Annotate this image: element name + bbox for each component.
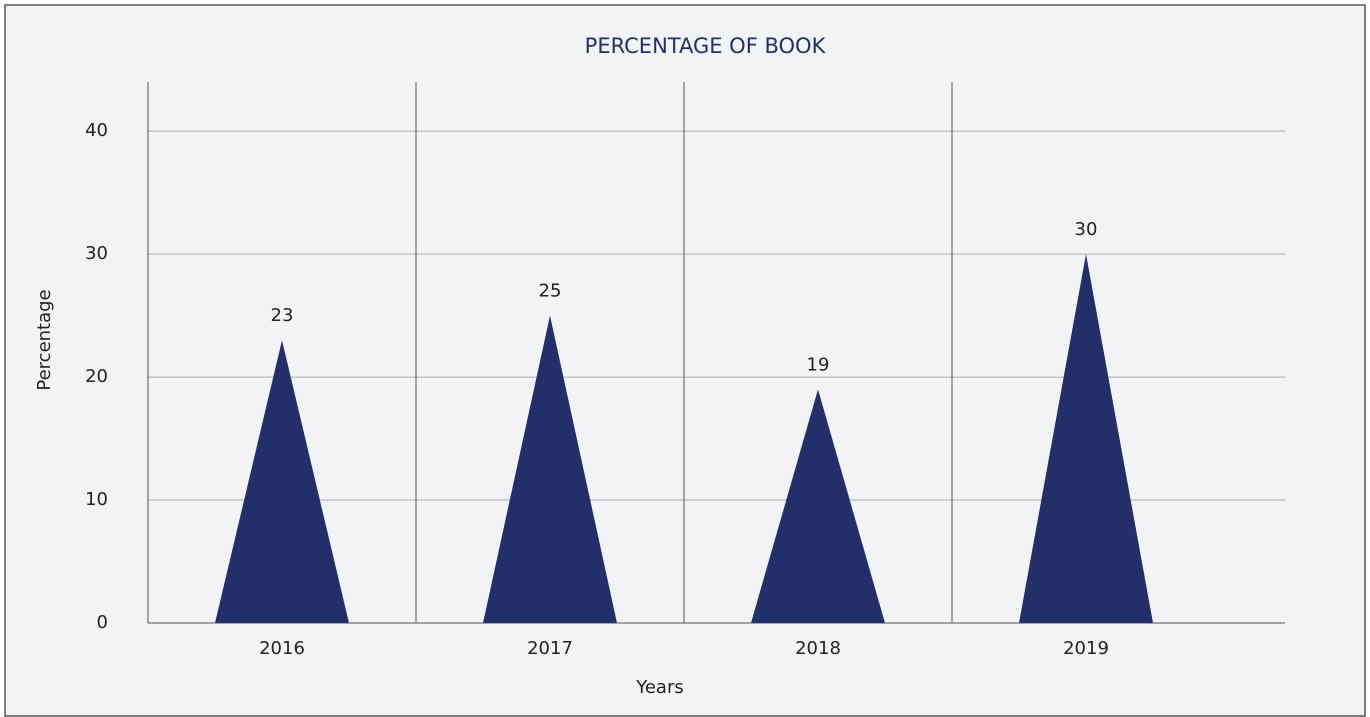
y-tick-label: 40 [85,120,108,141]
bar [215,340,349,623]
y-tick-label: 0 [97,612,108,633]
y-tick-label: 20 [85,366,108,387]
y-tick-label: 30 [85,243,108,264]
data-label: 19 [807,354,830,375]
y-axis-label: Percentage [34,289,55,390]
data-label: 30 [1075,219,1098,240]
x-tick-label: 2019 [1063,638,1109,659]
x-tick-label: 2016 [259,638,305,659]
bar [751,389,885,623]
x-tick-label: 2018 [795,638,841,659]
bar [483,315,617,623]
data-label: 23 [271,305,294,326]
bar [1019,254,1153,624]
x-tick-label: 2017 [527,638,573,659]
y-tick-label: 10 [85,489,108,510]
data-label: 25 [539,281,562,302]
chart-title: PERCENTAGE OF BOOK [585,34,827,58]
chart-frame [4,4,1366,717]
x-axis-label: Years [635,677,684,698]
